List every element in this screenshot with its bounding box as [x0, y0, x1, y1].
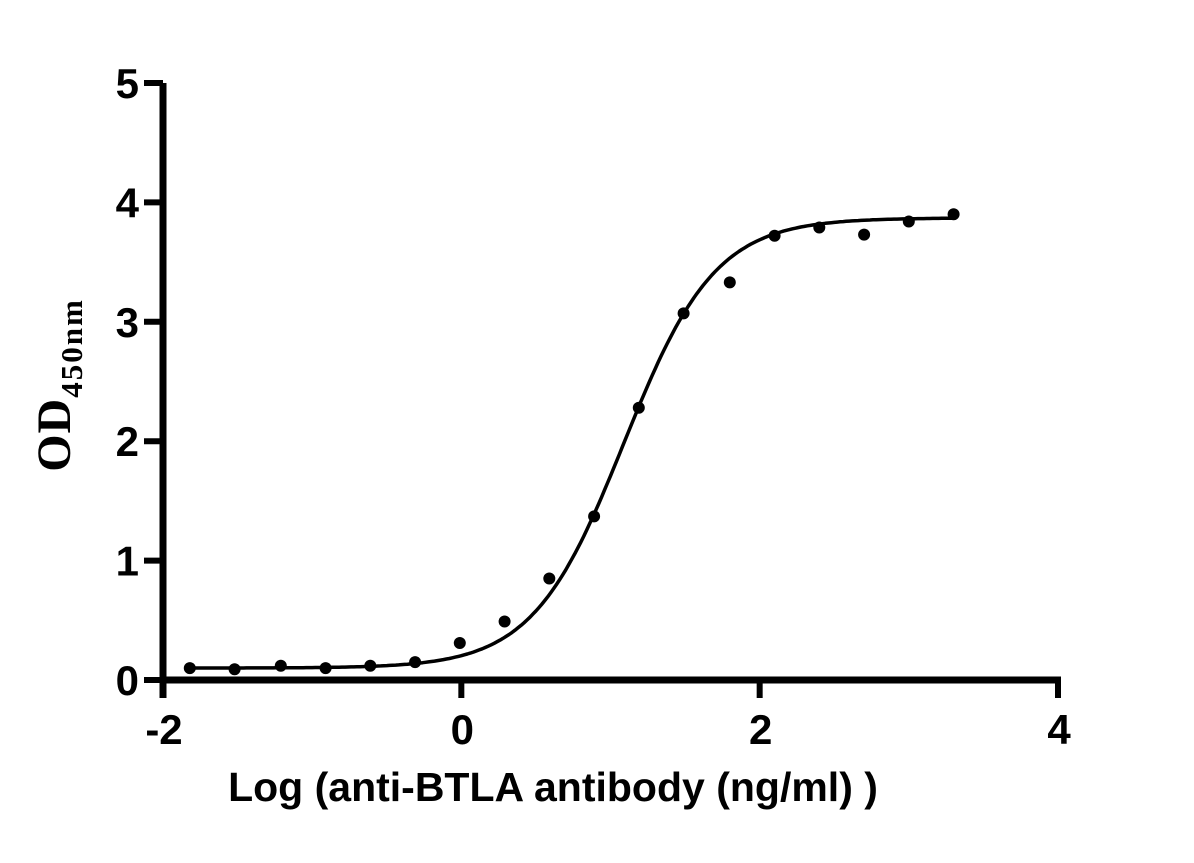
data-point	[274, 659, 287, 672]
x-axis-label: Log (anti-BTLA antibody (ng/ml) )	[228, 764, 878, 810]
data-point	[723, 276, 736, 289]
data-point	[858, 228, 871, 241]
y-tick-label: 2	[116, 418, 139, 465]
y-axis-label-subscript: 450nm	[54, 298, 89, 398]
y-tick-label: 5	[116, 60, 139, 107]
data-point	[183, 662, 196, 675]
y-tick-label: 0	[116, 657, 139, 704]
data-point	[319, 662, 332, 675]
fit-curve-line	[188, 216, 956, 670]
data-point	[677, 307, 690, 320]
y-axis-label-main: OD	[28, 398, 81, 472]
x-tick-label: 0	[451, 706, 474, 753]
y-axis-label: OD450nm	[28, 298, 89, 472]
x-tick-label: 4	[1047, 706, 1071, 753]
data-point	[632, 401, 645, 414]
y-tick-label: 3	[116, 299, 139, 346]
data-point	[813, 221, 826, 234]
data-point	[453, 637, 466, 649]
data-point	[409, 656, 422, 669]
data-point	[902, 215, 915, 228]
data-point	[364, 659, 377, 672]
x-tick-label: -2	[145, 706, 182, 753]
y-tick-label: 4	[116, 179, 140, 226]
data-point	[228, 663, 241, 676]
data-point	[543, 572, 556, 585]
x-tick-label: 2	[749, 706, 772, 753]
data-point	[588, 510, 601, 523]
data-point	[498, 615, 511, 628]
y-tick-label: 1	[116, 538, 139, 585]
data-point	[947, 208, 960, 221]
data-point	[768, 229, 781, 242]
